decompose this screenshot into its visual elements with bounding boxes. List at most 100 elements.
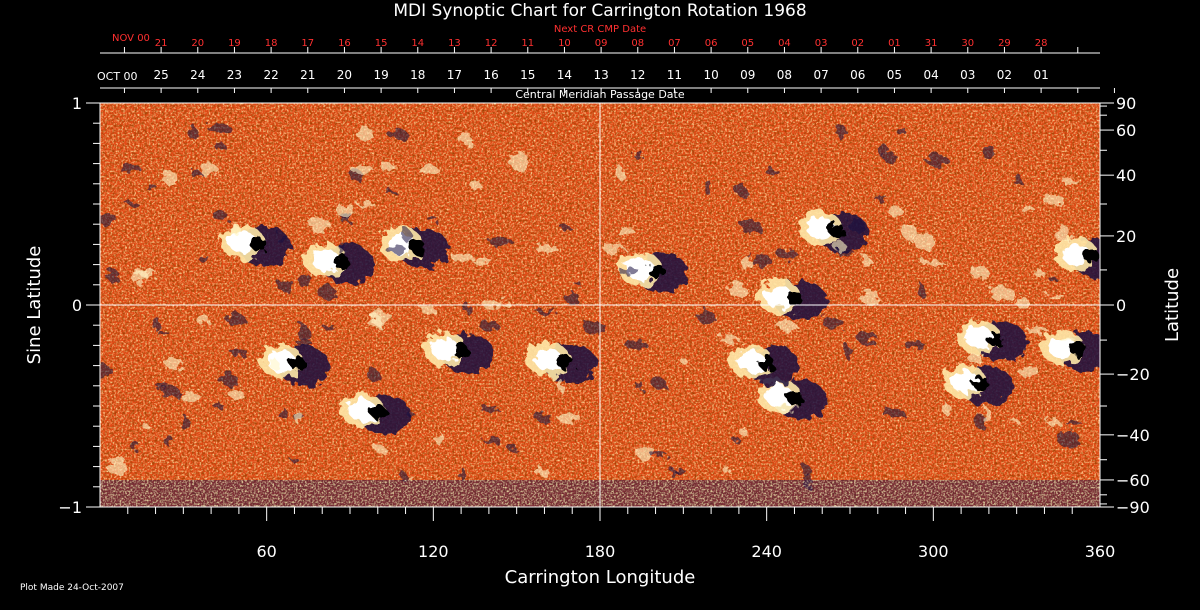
next-cmp-axis-label: Next CR CMP Date xyxy=(554,24,646,35)
network-bright-patch xyxy=(355,200,375,207)
network-bright-patch xyxy=(142,425,151,431)
network-dark-patch xyxy=(187,124,198,140)
positive-polarity-blob xyxy=(534,348,563,371)
network-dark-patch xyxy=(483,437,502,445)
network-dark-patch xyxy=(982,144,996,160)
network-dark-patch xyxy=(535,309,558,314)
network-bright-patch xyxy=(536,244,559,255)
negative-polarity-core xyxy=(370,405,387,420)
positive-polarity-blob xyxy=(737,350,766,373)
positive-polarity-blob xyxy=(1048,336,1077,359)
network-dark-patch xyxy=(1056,430,1080,447)
network-dark-patch xyxy=(564,292,580,304)
network-dark-patch xyxy=(560,224,571,230)
network-bright-patch xyxy=(416,165,439,174)
network-dark-patch xyxy=(230,349,248,356)
negative-polarity-core xyxy=(250,237,267,252)
network-bright-patch xyxy=(471,178,480,191)
network-bright-patch xyxy=(131,268,148,285)
active-region xyxy=(1040,330,1100,372)
negative-polarity-core xyxy=(786,390,803,405)
network-bright-patch xyxy=(614,167,626,179)
y-left-tick-label: 1 xyxy=(72,94,82,113)
next-cmp-day-label: 03 xyxy=(815,38,828,49)
y-right-tick-label: −20 xyxy=(1116,365,1150,384)
cmp-day-label: 05 xyxy=(887,68,902,82)
network-dark-patch xyxy=(776,248,797,259)
negative-polarity-core xyxy=(973,376,989,391)
y-right-tick-label: −40 xyxy=(1116,426,1150,445)
next-cmp-day-label: 21 xyxy=(155,38,168,49)
network-dark-patch xyxy=(534,412,552,423)
cmp-day-label: 08 xyxy=(777,68,792,82)
cmp-day-label: 04 xyxy=(923,68,938,82)
cmp-day-label: 16 xyxy=(483,68,498,82)
network-dark-patch xyxy=(317,284,336,300)
network-bright-patch xyxy=(349,165,374,174)
network-dark-patch xyxy=(211,402,224,408)
network-dark-patch xyxy=(158,331,171,337)
network-dark-patch xyxy=(582,321,607,334)
network-bright-patch xyxy=(636,445,655,461)
cmp-day-label: 02 xyxy=(997,68,1012,82)
network-bright-patch xyxy=(434,431,444,445)
network-bright-patch xyxy=(888,206,902,217)
network-dark-patch xyxy=(1065,420,1082,425)
negative-polarity-core xyxy=(409,239,426,254)
cmp-day-label: 03 xyxy=(960,68,975,82)
next-cmp-day-label: 11 xyxy=(521,38,534,49)
active-region xyxy=(1054,237,1100,279)
network-dark-patch xyxy=(206,122,231,133)
x-tick-label: 60 xyxy=(256,542,276,561)
negative-polarity-core xyxy=(289,356,306,371)
network-bright-patch xyxy=(1033,271,1047,277)
network-bright-patch xyxy=(990,285,1014,302)
network-bright-patch xyxy=(971,266,989,281)
network-bright-patch xyxy=(197,313,209,326)
next-cmp-day-label: 09 xyxy=(595,38,608,49)
network-bright-patch xyxy=(357,125,373,142)
network-bright-patch xyxy=(309,218,332,234)
cmp-day-label: 19 xyxy=(373,68,388,82)
cmp-day-label: 25 xyxy=(153,68,168,82)
x-axis-label: Carrington Longitude xyxy=(505,567,696,588)
negative-polarity-core xyxy=(334,255,351,270)
active-region xyxy=(943,364,1013,406)
network-dark-patch xyxy=(199,253,209,264)
network-dark-patch xyxy=(100,212,117,227)
positive-polarity-blob xyxy=(312,249,341,272)
chart-title: MDI Synoptic Chart for Carrington Rotati… xyxy=(393,1,806,21)
network-bright-patch xyxy=(269,357,277,370)
plot-made-note: Plot Made 24-Oct-2007 xyxy=(20,583,124,593)
active-region xyxy=(526,342,597,384)
network-dark-patch xyxy=(292,457,299,464)
y-right-tick-label: 40 xyxy=(1116,166,1136,185)
x-tick-label: 180 xyxy=(585,542,616,561)
positive-polarity-blob xyxy=(764,285,793,308)
network-bright-patch xyxy=(370,310,393,327)
network-dark-patch xyxy=(212,211,228,220)
active-region xyxy=(304,243,375,285)
cmp-day-label: 12 xyxy=(630,68,645,82)
next-cmp-day-label: 14 xyxy=(411,38,424,49)
network-bright-patch xyxy=(1010,416,1017,423)
network-dark-patch xyxy=(651,378,667,389)
network-dark-patch xyxy=(480,406,499,412)
network-bright-patch xyxy=(717,334,739,343)
network-dark-patch xyxy=(856,331,878,344)
network-dark-patch xyxy=(462,303,471,313)
network-bright-patch xyxy=(181,390,200,404)
network-bright-patch xyxy=(1019,206,1035,211)
network-dark-patch xyxy=(507,444,519,452)
network-dark-patch xyxy=(836,125,847,140)
network-dark-patch xyxy=(398,471,407,479)
network-dark-patch xyxy=(925,153,948,167)
network-dark-patch xyxy=(883,152,898,164)
negative-polarity-core xyxy=(648,263,664,278)
cmp-day-label: 14 xyxy=(557,68,572,82)
network-bright-patch xyxy=(534,466,549,476)
network-dark-patch xyxy=(162,434,173,446)
x-tick-label: 120 xyxy=(418,542,449,561)
cmp-day-label: 13 xyxy=(593,68,608,82)
network-dark-patch xyxy=(107,268,119,284)
